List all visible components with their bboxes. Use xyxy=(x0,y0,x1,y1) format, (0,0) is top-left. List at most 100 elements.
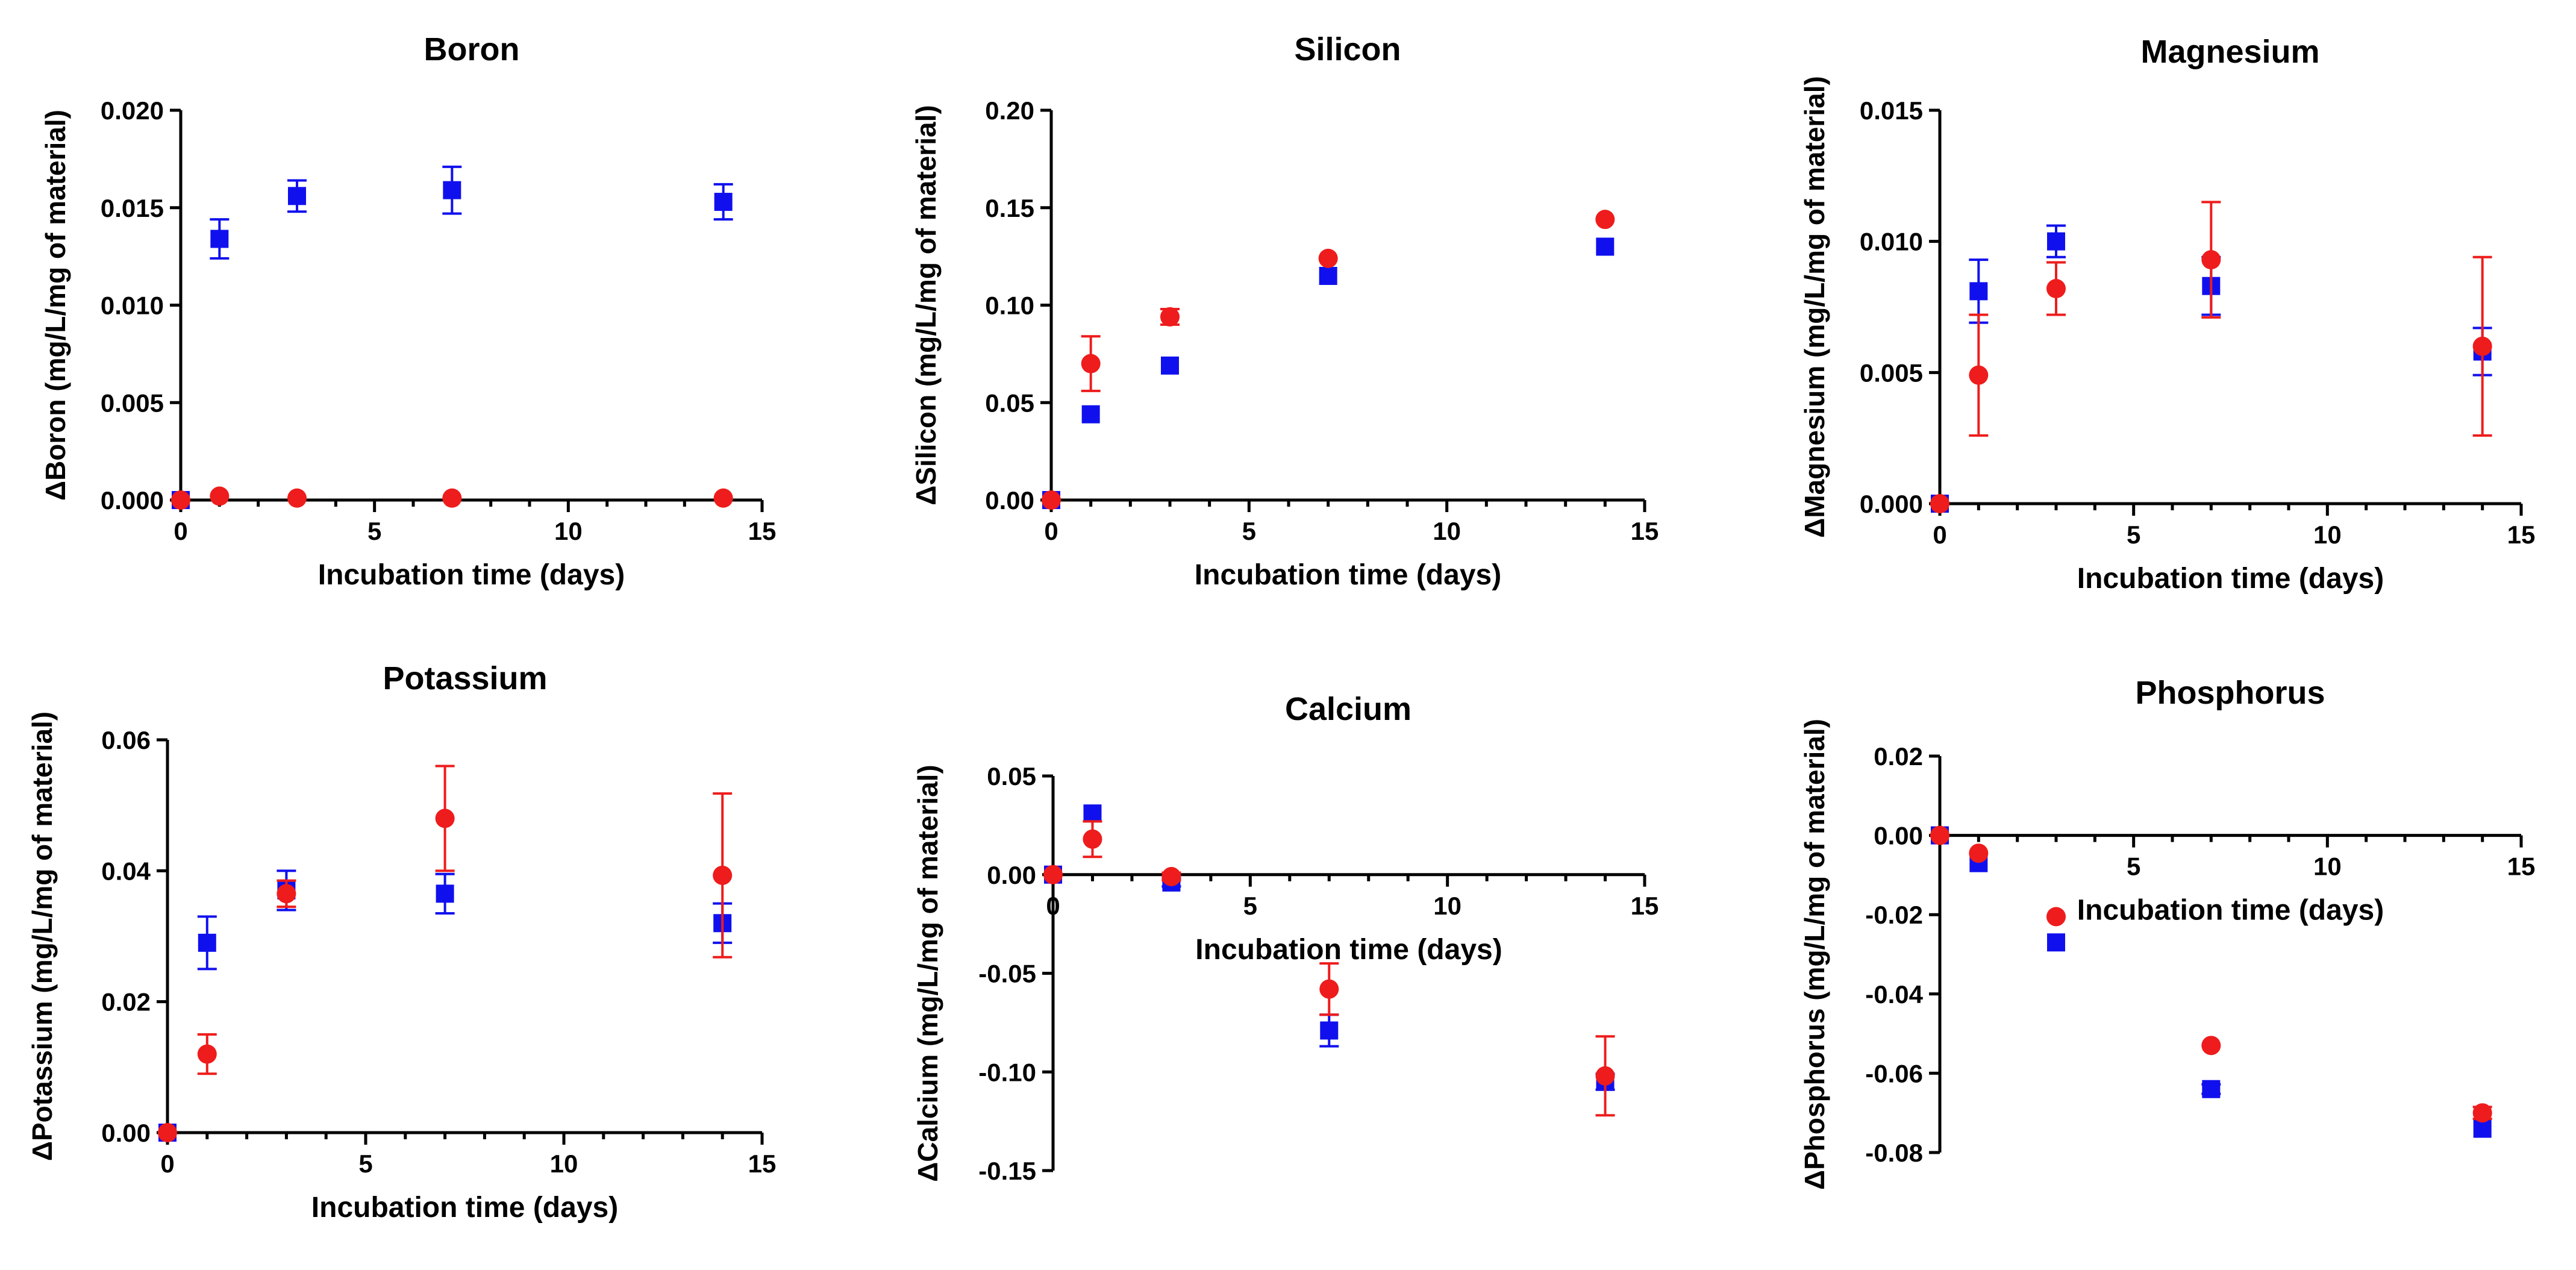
chart-title: Silicon xyxy=(1294,31,1401,67)
y-tick-label: -0.15 xyxy=(978,1157,1036,1185)
y-tick-label: 0.20 xyxy=(985,96,1034,125)
data-point-circle xyxy=(210,486,230,506)
data-point-square xyxy=(2047,933,2065,952)
data-point-square xyxy=(210,230,229,248)
data-point-circle xyxy=(1969,365,1989,385)
data-point-square xyxy=(288,187,306,205)
y-axis-label: ΔSilicon (mg/L/mg of material) xyxy=(910,105,942,505)
series-square xyxy=(158,869,733,1142)
y-axis-label: ΔBoron (mg/L/mg of material) xyxy=(40,110,71,501)
y-tick-label: 0.10 xyxy=(985,292,1034,320)
y-tick-label: 0.020 xyxy=(101,96,164,125)
series-circle xyxy=(1042,210,1615,510)
data-point-circle xyxy=(1318,248,1338,268)
y-tick-label: -0.05 xyxy=(978,960,1036,988)
x-tick-label: 15 xyxy=(1631,517,1659,545)
data-point-circle xyxy=(1160,307,1180,327)
x-axis-label: Incubation time (days) xyxy=(2077,895,2384,927)
data-point-square xyxy=(2473,1119,2492,1138)
y-tick-label: -0.04 xyxy=(1865,980,1923,1009)
x-tick-label: 5 xyxy=(358,1150,372,1178)
data-point-square xyxy=(1083,804,1102,823)
x-axis-label: Incubation time (days) xyxy=(1195,934,1502,966)
data-point-square xyxy=(1596,237,1615,256)
y-tick-label: 0.010 xyxy=(101,292,164,320)
x-axis-label: Incubation time (days) xyxy=(1195,559,1501,591)
x-tick-label: 5 xyxy=(1243,892,1257,920)
y-tick-label: 0.00 xyxy=(987,861,1036,889)
x-tick-label: 0 xyxy=(1044,517,1058,545)
chart-title: Calcium xyxy=(1285,691,1411,727)
data-point-circle xyxy=(1930,494,1949,513)
data-point-square xyxy=(443,181,461,199)
data-point-circle xyxy=(1081,354,1101,374)
y-tick-label: 0.15 xyxy=(985,194,1034,222)
data-point-circle xyxy=(1083,829,1102,849)
chart-panel-silicon: Silicon 0.00 0.05 0.10 0.15 0.20 0 5 10 15 Incubat… xyxy=(910,31,1658,591)
y-tick-label: 0.05 xyxy=(987,762,1036,790)
data-point-circle xyxy=(1319,979,1339,999)
chart-title: Magnesium xyxy=(2140,34,2319,70)
data-point-circle xyxy=(171,490,190,510)
y-tick-label: -0.10 xyxy=(978,1058,1036,1086)
y-tick-label: -0.02 xyxy=(1865,901,1923,929)
y-tick-label: 0.015 xyxy=(1860,96,1923,125)
data-point-square xyxy=(1969,282,1988,301)
y-tick-label: 0.06 xyxy=(101,726,151,754)
y-tick-label: 0.05 xyxy=(985,389,1034,417)
data-point-circle xyxy=(277,884,296,904)
y-tick-label: 0.00 xyxy=(101,1119,151,1147)
x-tick-label: 0 xyxy=(160,1150,174,1178)
data-point-circle xyxy=(287,488,307,508)
data-point-circle xyxy=(1161,867,1181,887)
x-axis-label: Incubation time (days) xyxy=(311,1192,618,1224)
data-point-circle xyxy=(2046,279,2066,299)
series-square xyxy=(1931,826,2492,1138)
series-circle xyxy=(1043,820,1615,1117)
x-tick-label: 5 xyxy=(2127,852,2140,881)
x-axis-label: Incubation time (days) xyxy=(2077,563,2384,595)
data-point-circle xyxy=(713,865,733,885)
x-tick-label: 5 xyxy=(2127,521,2140,549)
chart-panel-phosphorus: Phosphorus -0.08 -0.06 -0.04 -0.02 0.00 0.02 5 1… xyxy=(1799,675,2535,1190)
y-tick-label: 0.00 xyxy=(1874,822,1923,850)
data-point-circle xyxy=(2472,336,2492,356)
data-point-square xyxy=(1081,405,1100,424)
data-point-circle xyxy=(1043,865,1063,884)
data-point-square xyxy=(1319,266,1337,285)
y-tick-label: -0.06 xyxy=(1865,1059,1923,1087)
data-point-circle xyxy=(2201,250,2221,270)
series-square xyxy=(172,165,733,509)
y-tick-label: -0.08 xyxy=(1865,1139,1923,1167)
x-tick-label: 5 xyxy=(1242,517,1256,545)
y-axis-label: ΔMagnesium (mg/L/mg of material) xyxy=(1799,76,1830,538)
data-point-circle xyxy=(1930,825,1949,845)
x-tick-label: 10 xyxy=(2313,852,2342,881)
x-tick-label: 15 xyxy=(748,1150,777,1178)
data-point-circle xyxy=(2472,1103,2492,1123)
y-tick-label: 0.00 xyxy=(985,486,1034,515)
x-tick-label: 10 xyxy=(550,1150,578,1178)
chart-panel-boron: Boron 0.000 0.005 0.010 0.015 0.020 0 5 10 15 Incu… xyxy=(40,31,776,591)
data-point-square xyxy=(714,193,733,211)
x-tick-label: 15 xyxy=(748,517,777,545)
y-axis-label: ΔPhosphorus (mg/L/mg of material) xyxy=(1799,719,1830,1190)
chart-title: Potassium xyxy=(383,660,547,696)
x-tick-label: 10 xyxy=(554,517,583,545)
data-point-square xyxy=(436,884,454,903)
x-axis-label: Incubation time (days) xyxy=(318,559,625,591)
data-point-circle xyxy=(158,1123,177,1142)
data-point-circle xyxy=(1042,490,1061,510)
x-tick-label: 15 xyxy=(2507,521,2536,549)
x-tick-label: 0 xyxy=(174,517,187,545)
chart-panel-magnesium: Magnesium 0.000 0.005 0.010 0.015 0 5 10 15 Incub… xyxy=(1799,34,2535,595)
data-point-square xyxy=(198,933,216,952)
chart-panel-calcium: Calcium -0.15 -0.10 -0.05 0.00 0.05 0 5 10 15 Incu… xyxy=(912,691,1658,1185)
y-tick-label: 0.000 xyxy=(1860,490,1923,518)
x-tick-label: 10 xyxy=(1433,517,1461,545)
x-tick-label: 10 xyxy=(1433,892,1462,920)
y-axis-label: ΔCalcium (mg/L/mg of material) xyxy=(912,765,943,1182)
series-circle xyxy=(1930,825,2492,1123)
y-tick-label: 0.015 xyxy=(101,194,164,222)
series-square xyxy=(1042,237,1615,509)
